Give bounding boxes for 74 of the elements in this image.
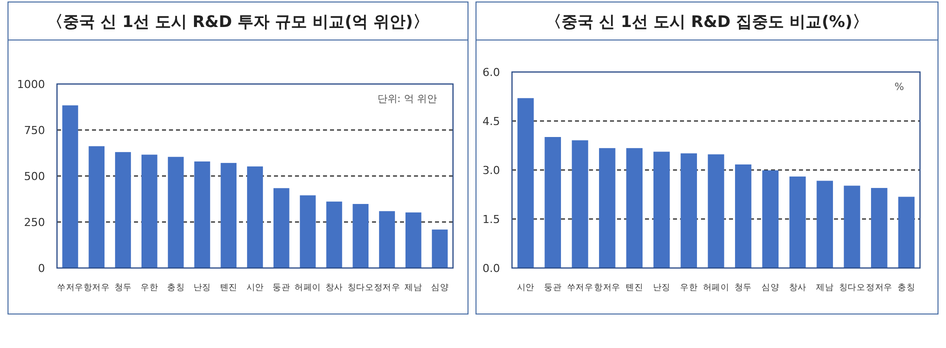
x-tick-label: 칭다오	[838, 283, 866, 293]
bar	[789, 176, 806, 268]
y-tick-label: 4.5	[482, 115, 500, 128]
x-tick-label: 정저우	[866, 283, 893, 293]
bar	[626, 148, 643, 268]
x-tick-label: 제남	[404, 283, 422, 293]
x-tick-label: 청두	[734, 283, 752, 293]
chart-title: 〈중국 신 1선 도시 R&D 집중도 비교(%)〉	[546, 12, 868, 31]
x-tick-label: 칭다오	[348, 283, 374, 293]
bar	[432, 230, 448, 268]
x-tick-label: 쑤저우	[57, 283, 84, 293]
x-tick-label: 정저우	[374, 283, 400, 293]
x-tick-label: 시안	[516, 283, 535, 293]
bar	[708, 154, 724, 268]
y-tick-label: 1000	[17, 78, 45, 91]
x-tick-label: 난징	[193, 283, 211, 293]
y-tick-label: 250	[24, 216, 45, 229]
y-tick-label: 0	[38, 262, 45, 275]
bar	[326, 202, 342, 268]
bar	[680, 153, 697, 268]
x-tick-label: 충칭	[167, 283, 185, 293]
x-tick-label: 톈진	[626, 283, 644, 293]
y-tick-label: 500	[24, 170, 45, 183]
x-tick-label: 허페이	[294, 283, 321, 293]
bar	[379, 211, 395, 268]
x-tick-label: 난징	[652, 283, 670, 293]
bar	[115, 152, 131, 268]
bar	[653, 152, 670, 268]
bar	[352, 204, 369, 268]
x-tick-label: 둥관	[544, 283, 562, 293]
chart-title: 〈중국 신 1선 도시 R&D 투자 규모 비교(억 위안)〉	[47, 12, 429, 31]
x-tick-label: 충칭	[898, 283, 916, 293]
bar	[735, 164, 752, 268]
bar	[762, 170, 779, 268]
x-tick-label: 심양	[762, 283, 780, 293]
y-tick-label: 3.0	[482, 164, 500, 177]
bar	[898, 196, 915, 268]
x-tick-label: 항저우	[84, 283, 110, 293]
bar	[62, 105, 78, 268]
x-tick-label: 우한	[680, 283, 698, 293]
bar	[220, 162, 237, 268]
x-tick-label: 우한	[140, 283, 158, 293]
y-tick-label: 1.5	[482, 213, 500, 226]
y-tick-label: 750	[24, 124, 45, 137]
bar	[517, 98, 534, 268]
x-tick-label: 창사	[325, 283, 344, 293]
bar	[405, 212, 422, 268]
y-tick-label: 0.0	[482, 262, 500, 275]
bar	[273, 188, 290, 268]
x-tick-label: 항저우	[594, 283, 621, 293]
x-tick-label: 창사	[788, 283, 807, 293]
bar	[194, 161, 210, 268]
y-tick-label: 6.0	[482, 66, 500, 79]
bar	[168, 156, 184, 268]
x-tick-label: 톈진	[220, 283, 238, 293]
x-tick-label: 둥관	[272, 283, 290, 293]
bar	[247, 166, 263, 268]
annotation: %	[894, 82, 904, 93]
x-tick-label: 허페이	[702, 283, 730, 293]
x-tick-label: 청두	[114, 283, 132, 293]
bar	[88, 146, 105, 268]
x-tick-label: 쑤저우	[566, 283, 594, 293]
bar	[300, 195, 316, 268]
bar	[599, 148, 616, 268]
x-tick-label: 제남	[816, 283, 834, 293]
annotation: 단위: 억 위안	[377, 94, 437, 105]
bar	[816, 180, 833, 268]
bar	[141, 154, 158, 268]
bar	[844, 186, 860, 268]
x-tick-label: 시안	[246, 283, 264, 293]
bar	[871, 188, 888, 268]
bar	[572, 140, 588, 268]
x-tick-label: 심양	[431, 283, 449, 293]
bar	[544, 137, 561, 268]
